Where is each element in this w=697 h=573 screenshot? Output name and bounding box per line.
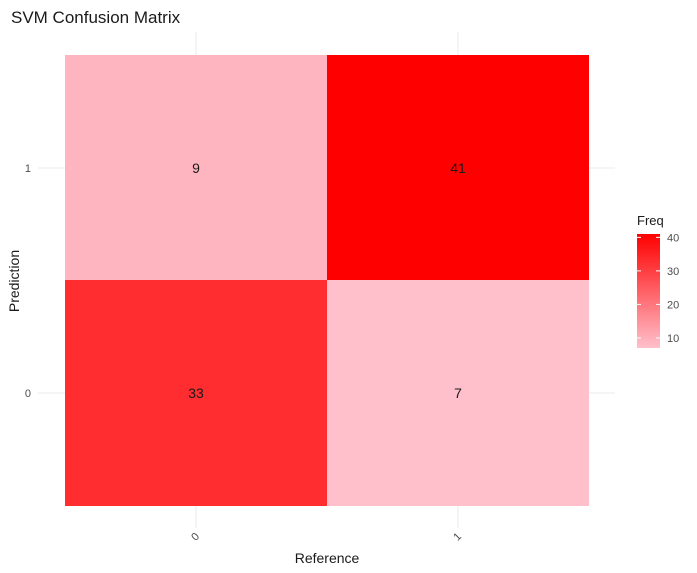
- x-tick-0: 0: [189, 531, 202, 544]
- legend-ticks: 10 20 30 40: [637, 232, 679, 345]
- heatmap-cells: [65, 55, 589, 506]
- cell-ref0-pred1: [65, 55, 327, 281]
- y-tick-0: 0: [25, 388, 31, 400]
- x-tick-1: 1: [451, 531, 464, 544]
- legend-tick-20: 20: [667, 299, 679, 311]
- y-axis-ticks: 01: [25, 163, 31, 400]
- legend-tick-10: 10: [667, 333, 679, 345]
- cell-label-ref0-pred0: 33: [188, 385, 204, 401]
- cell-ref0-pred0: [65, 280, 327, 506]
- legend-colorbar: [637, 234, 660, 348]
- legend: Freq 10 20 30 40: [637, 213, 679, 348]
- cell-label-ref0-pred1: 9: [192, 160, 200, 176]
- y-tick-1: 1: [25, 163, 31, 175]
- cell-label-ref1-pred0: 7: [454, 385, 462, 401]
- legend-title: Freq: [637, 213, 664, 228]
- x-axis-title: Reference: [295, 550, 360, 566]
- legend-tick-30: 30: [667, 266, 679, 278]
- cell-ref1-pred0: [327, 280, 589, 506]
- y-axis-title: Prediction: [6, 250, 22, 312]
- chart-title: SVM Confusion Matrix: [11, 8, 181, 27]
- cell-labels: 9 41 33 7: [188, 160, 466, 401]
- legend-tick-40: 40: [667, 232, 679, 244]
- cell-label-ref1-pred1: 41: [450, 160, 466, 176]
- cell-ref1-pred1: [327, 55, 589, 281]
